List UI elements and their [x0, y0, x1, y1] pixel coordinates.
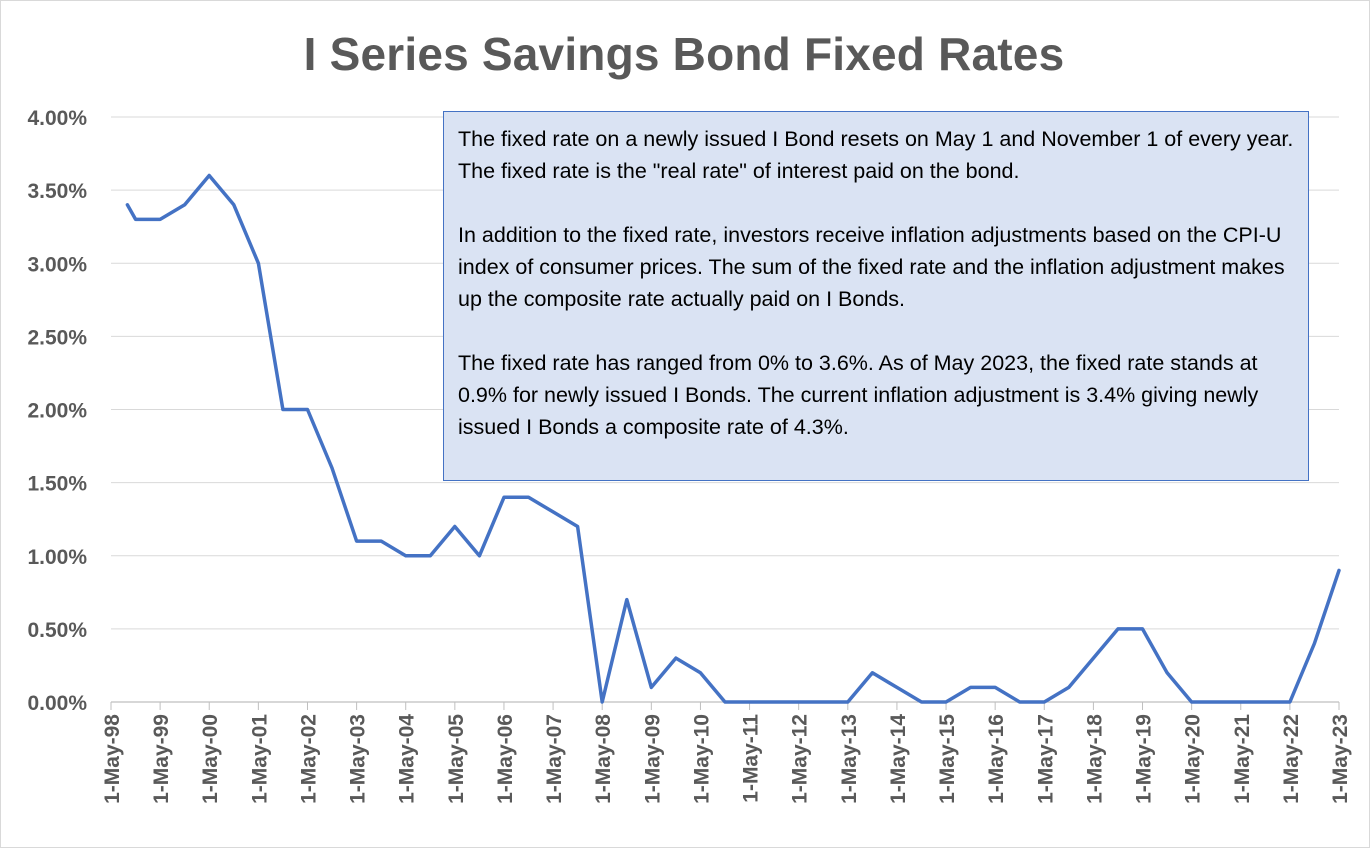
- x-tick-label: 1-May-11: [740, 714, 763, 803]
- y-tick-label: 3.00%: [27, 253, 87, 276]
- x-tick-label: 1-May-03: [347, 714, 370, 804]
- x-tick-label: 1-May-13: [838, 714, 861, 804]
- x-tick-label: 1-May-16: [985, 714, 1008, 804]
- x-tick-label: 1-May-07: [543, 714, 566, 804]
- y-tick-label: 4.00%: [27, 107, 87, 130]
- x-tick-label: 1-May-99: [150, 714, 173, 804]
- x-tick-label: 1-May-06: [494, 714, 517, 804]
- y-tick-label: 0.50%: [27, 619, 87, 642]
- x-tick-label: 1-May-08: [592, 714, 615, 804]
- y-tick-label: 2.50%: [27, 326, 87, 349]
- y-tick-label: 3.50%: [27, 180, 87, 203]
- x-tick-label: 1-May-17: [1034, 714, 1057, 804]
- annotation-paragraph-3: The fixed rate has ranged from 0% to 3.6…: [458, 351, 1259, 439]
- annotation-paragraph-1: The fixed rate on a newly issued I Bond …: [458, 127, 1294, 183]
- x-tick-label: 1-May-12: [789, 714, 812, 804]
- x-tick-label: 1-May-09: [641, 714, 664, 804]
- y-tick-label: 0.00%: [27, 692, 87, 715]
- chart-title: I Series Savings Bond Fixed Rates: [303, 28, 1065, 80]
- x-tick-label: 1-May-01: [248, 714, 271, 804]
- x-tick-label: 1-May-18: [1083, 714, 1106, 804]
- x-tick-label: 1-May-98: [101, 714, 124, 804]
- x-tick-label: 1-May-14: [887, 714, 910, 804]
- y-tick-label: 1.50%: [27, 473, 87, 496]
- x-tick-label: 1-May-02: [297, 714, 320, 804]
- x-tick-label: 1-May-22: [1280, 714, 1303, 804]
- x-tick-label: 1-May-10: [690, 714, 713, 804]
- x-tick-label: 1-May-20: [1182, 714, 1205, 804]
- annotation-box: The fixed rate on a newly issued I Bond …: [443, 111, 1309, 481]
- x-tick-label: 1-May-23: [1329, 714, 1352, 804]
- x-tick-label: 1-May-05: [445, 714, 468, 804]
- x-tick-label: 1-May-15: [936, 714, 959, 804]
- x-tick-label: 1-May-19: [1133, 714, 1156, 804]
- y-tick-label: 1.00%: [27, 546, 87, 569]
- y-tick-label: 2.00%: [27, 400, 87, 423]
- x-tick-label: 1-May-00: [199, 714, 222, 804]
- x-tick-label: 1-May-21: [1231, 714, 1254, 804]
- annotation-paragraph-2: In addition to the fixed rate, investors…: [458, 223, 1285, 311]
- series-line-0: [125, 173, 1341, 704]
- x-tick-label: 1-May-04: [396, 714, 419, 804]
